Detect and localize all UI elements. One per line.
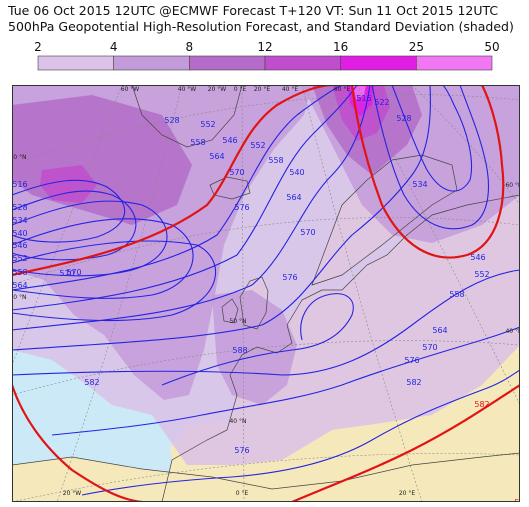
graticule-label: 0 °E — [236, 490, 249, 497]
contour-label: 558 — [449, 290, 464, 299]
graticule-label: 60 °N — [12, 154, 27, 161]
contour-label: 558 — [268, 156, 283, 165]
graticule-label: 20 °W — [63, 490, 82, 497]
legend-tick-label: 16 — [333, 40, 348, 54]
legend-color-box — [37, 55, 114, 71]
contour-label: 546 — [12, 241, 27, 250]
graticule-label: 40 °W — [178, 86, 197, 93]
legend-tick-label: 50 — [484, 40, 499, 54]
graticule-label: 40 °N — [229, 418, 246, 425]
contour-label: 516 — [12, 180, 27, 189]
graticule-label: 20 °W — [208, 86, 227, 93]
contour-label: 522 — [374, 98, 389, 107]
contour-label: 528 — [396, 114, 411, 123]
contour-label: 570 — [300, 228, 315, 237]
map-frame — [12, 85, 520, 502]
legend-color-box — [340, 55, 417, 71]
contour-label: 528 — [164, 116, 179, 125]
graticule-label: 60 °E — [334, 86, 351, 93]
contour-label: 582 — [514, 498, 520, 502]
land-africa — [12, 453, 520, 502]
graticule-label: 20 °E — [399, 490, 416, 497]
graticule-label: 60 °N — [505, 182, 520, 189]
contour-label: 534 — [412, 180, 427, 189]
color-scale-legend: 2 4 8 12 16 25 50 — [34, 40, 500, 71]
contour-label: 582 — [84, 378, 99, 387]
contour-label: 582 — [406, 378, 421, 387]
contour-label: 516 — [356, 94, 371, 103]
geopotential-contours — [12, 85, 520, 502]
graticule-label: 40 °E — [282, 86, 299, 93]
legend-color-box — [189, 55, 266, 71]
contour-label: 576 — [234, 203, 249, 212]
contour-label: 570 — [229, 168, 244, 177]
graticule-label: 20 °E — [254, 86, 271, 93]
legend-tick-label: 4 — [110, 40, 118, 54]
contour-label: 564 — [12, 281, 27, 290]
contour-label: 552 — [474, 270, 489, 279]
contour-label: 570 — [66, 268, 81, 277]
contour-label: 564 — [286, 193, 301, 202]
graticule-label: 50 °N — [229, 318, 246, 325]
contour-label: 552 — [12, 254, 27, 263]
contour-label: 546 — [222, 136, 237, 145]
contour-label: 552 — [200, 120, 215, 129]
coastlines — [12, 85, 520, 502]
contour-label: 534 — [12, 216, 27, 225]
graticule-label: 50 °N — [12, 294, 27, 301]
contour-label: 588 — [232, 346, 247, 355]
contour-label: 540 — [12, 229, 27, 238]
graticule-label: 0 °E — [234, 86, 247, 93]
contour-label: 546 — [470, 253, 485, 262]
contour-label: 576 — [404, 356, 419, 365]
legend-color-box — [264, 55, 341, 71]
contour-labels: 5165285345405465525585645705765825525585… — [12, 94, 520, 502]
forecast-subtitle: 500hPa Geopotential High-Resolution Fore… — [8, 19, 514, 34]
contour-label: 570 — [422, 343, 437, 352]
legend-tick-label: 2 — [34, 40, 42, 54]
contour-label: 540 — [289, 168, 304, 177]
legend-color-box — [416, 55, 493, 71]
contour-label: 576 — [234, 446, 249, 455]
stddev-shading — [12, 85, 520, 465]
graticule-label: 40 °N — [505, 328, 520, 335]
contour-label: 528 — [12, 203, 27, 212]
contour-label: 582 — [474, 400, 489, 409]
contour-label: 564 — [432, 326, 447, 335]
graticule-labels: 60 °W 40 °W 20 °W 0 °E 20 °E 40 °E 60 °E 20 °W 0… — [12, 86, 520, 497]
contour-label: 558 — [12, 268, 27, 277]
forecast-map: 5165285345405465525585645705765825525585… — [12, 85, 520, 502]
contour-label: 564 — [209, 152, 224, 161]
legend-color-box — [113, 55, 190, 71]
legend-tick-label: 8 — [186, 40, 194, 54]
contour-label: 552 — [250, 141, 265, 150]
contour-label: 570 — [59, 269, 74, 278]
legend-tick-label: 12 — [257, 40, 272, 54]
legend-tick-label: 25 — [409, 40, 424, 54]
forecast-title: Tue 06 Oct 2015 12UTC @ECMWF Forecast T+… — [8, 3, 499, 18]
contour-label: 558 — [190, 138, 205, 147]
contour-label: 576 — [282, 273, 297, 282]
graticule-label: 60 °W — [121, 86, 140, 93]
